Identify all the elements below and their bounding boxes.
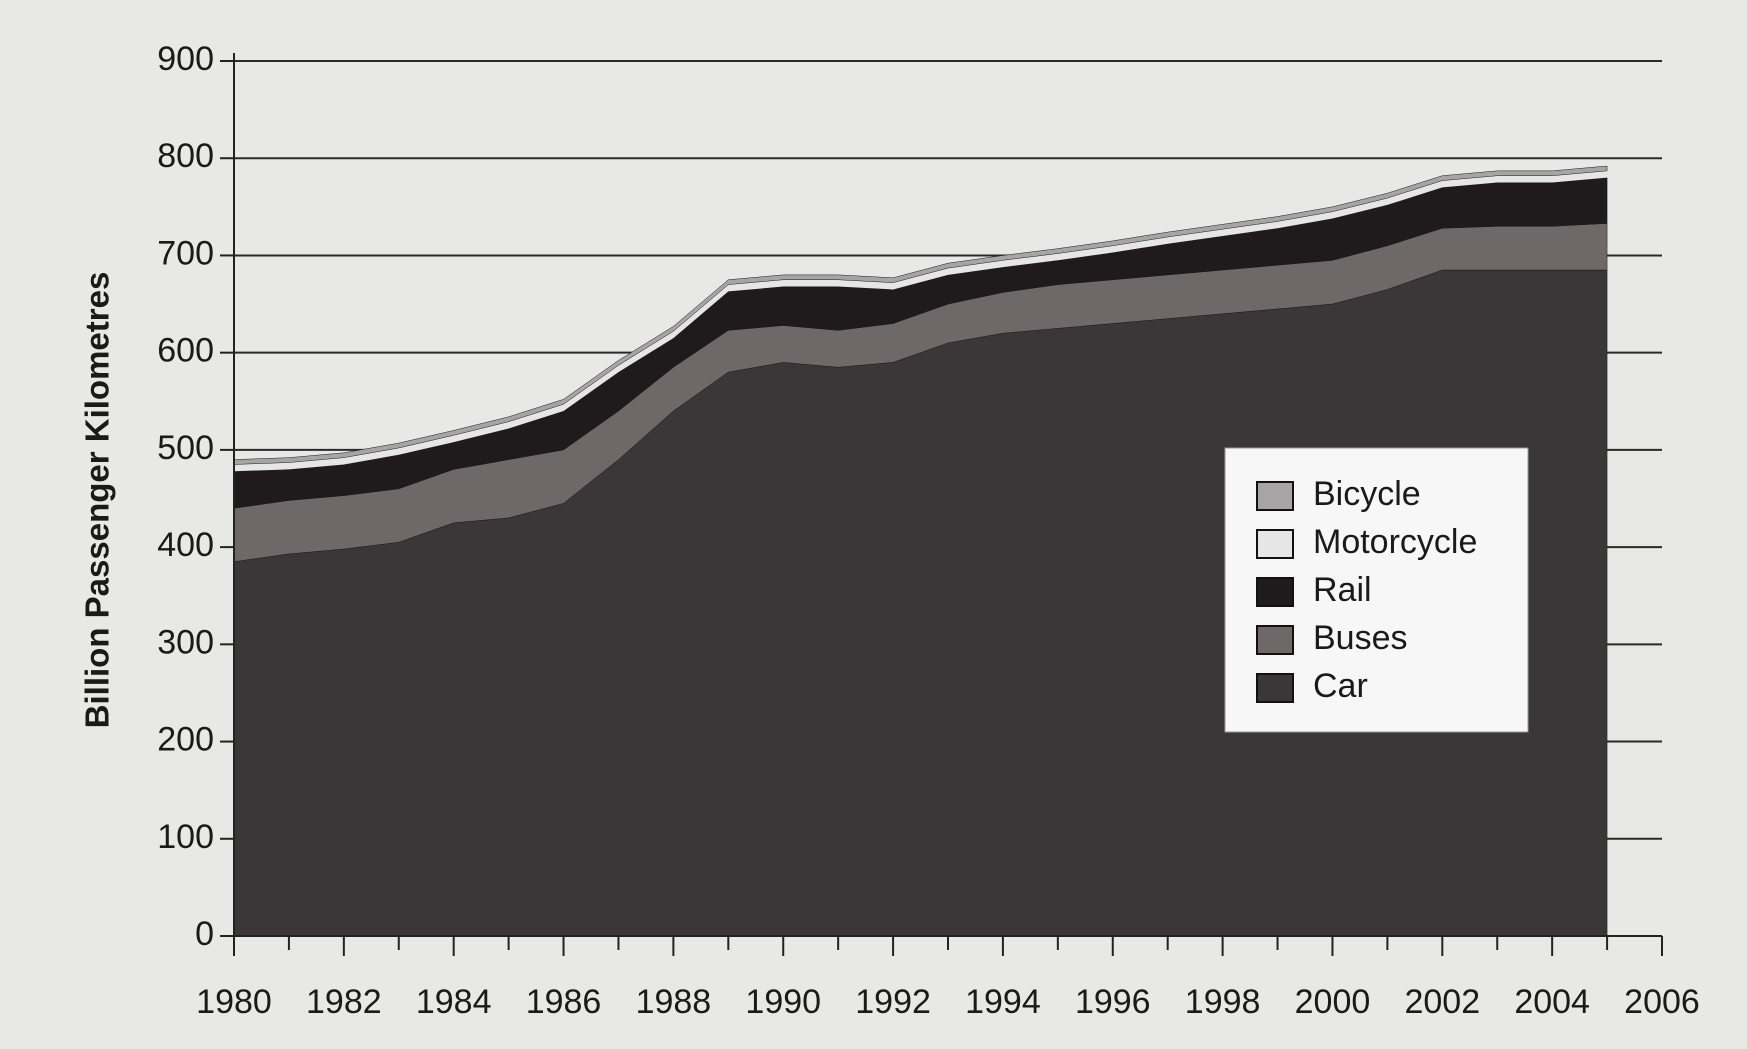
y-tick-label: 500 <box>157 429 214 467</box>
x-tick-label: 1982 <box>306 983 382 1021</box>
x-tick-label: 1984 <box>416 983 492 1021</box>
x-tick-label: 2004 <box>1514 983 1590 1021</box>
x-tick-label: 2000 <box>1295 983 1371 1021</box>
legend-swatch <box>1256 577 1294 607</box>
x-tick-label: 1992 <box>855 983 931 1021</box>
y-tick-label: 400 <box>157 526 214 564</box>
y-tick-label: 800 <box>157 137 214 175</box>
x-tick-label: 1988 <box>636 983 712 1021</box>
legend-label: Bicycle <box>1313 475 1421 513</box>
legend-swatch <box>1256 673 1294 703</box>
y-axis-label: Billion Passenger Kilometres <box>79 272 116 729</box>
y-tick-label: 700 <box>157 234 214 272</box>
x-tick-label: 1994 <box>965 983 1041 1021</box>
x-tick-label: 2006 <box>1624 983 1700 1021</box>
area <box>233 177 1608 509</box>
x-tick-label: 1980 <box>196 983 272 1021</box>
y-tick-label: 0 <box>195 915 214 953</box>
area <box>233 165 1608 465</box>
y-tick-label: 100 <box>157 818 214 856</box>
y-tick-label: 300 <box>157 623 214 661</box>
y-tick-label: 900 <box>157 40 214 78</box>
legend-label: Motorcycle <box>1313 523 1477 561</box>
legend: Bicycle Motorcycle Rail Buses Car <box>1224 447 1529 733</box>
area <box>234 170 1608 472</box>
legend-swatch <box>1256 625 1294 655</box>
legend-label: Rail <box>1313 571 1372 609</box>
x-tick-label: 2002 <box>1404 983 1480 1021</box>
legend-label: Buses <box>1313 619 1408 657</box>
legend-swatch <box>1256 529 1294 559</box>
x-tick-label: 1986 <box>526 983 602 1021</box>
x-tick-label: 1996 <box>1075 983 1151 1021</box>
y-tick-label: 600 <box>157 332 214 370</box>
legend-label: Car <box>1313 667 1368 705</box>
x-tick-label: 1990 <box>745 983 821 1021</box>
x-tick-label: 1998 <box>1185 983 1261 1021</box>
y-tick-label: 200 <box>157 721 214 759</box>
legend-swatch <box>1256 481 1294 511</box>
